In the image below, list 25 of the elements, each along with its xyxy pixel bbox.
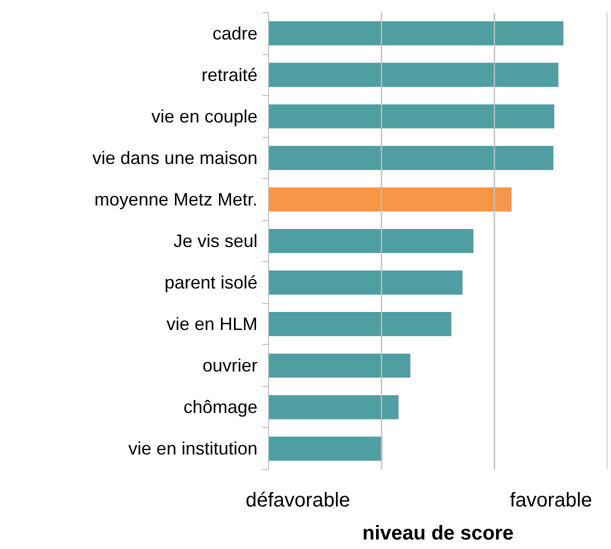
- y-tick-label: cadre: [212, 23, 258, 44]
- bar: [268, 436, 382, 461]
- bar: [268, 228, 474, 254]
- y-tick-label: moyenne Metz Metr.: [94, 189, 258, 210]
- y-tick-label: retraité: [201, 64, 258, 85]
- text: défavorable: [246, 490, 350, 512]
- bar: [268, 146, 554, 170]
- y-tick-label: parent isolé: [164, 272, 258, 293]
- y-tick-label: vie dans une maison: [92, 148, 258, 168]
- bar: [268, 62, 558, 87]
- y-tick-label: vie en couple: [151, 106, 258, 126]
- bar: [268, 187, 512, 212]
- y-tick-label: ouvrier: [202, 356, 258, 376]
- bar: [268, 312, 452, 336]
- x-axis-title: niveau de score: [362, 522, 514, 544]
- text: favorable: [510, 490, 592, 512]
- bar: [268, 104, 554, 128]
- y-tick-label: chômage: [183, 397, 258, 418]
- y-tick-label: vie en institution: [128, 438, 258, 459]
- y-tick-label: Je vis seul: [173, 231, 258, 251]
- bar: [268, 21, 564, 46]
- bar: [268, 270, 463, 295]
- bar: [268, 395, 399, 420]
- bar: [268, 354, 410, 378]
- y-tick-label: vie en HLM: [166, 314, 258, 334]
